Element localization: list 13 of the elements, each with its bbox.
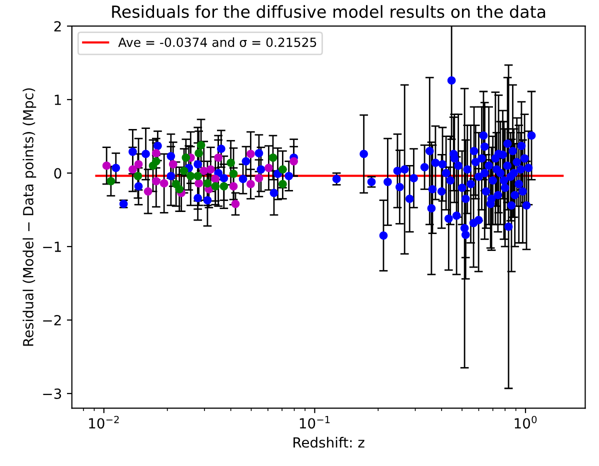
- y-tick-label: 1: [54, 94, 61, 105]
- y-axis-title: Residual (Model − Data points) (Mpc): [22, 88, 36, 346]
- x-axis-title: Redshift: z: [294, 436, 364, 448]
- x-tick-label: 10$^{−1}$: [300, 416, 330, 429]
- y-tick-label: −1: [43, 242, 61, 252]
- y-tick-label: 0: [54, 168, 62, 179]
- y-tick-label: −3: [43, 388, 62, 399]
- y-tick-label: −2: [43, 315, 61, 326]
- legend-label: Ave = -0.0374 and σ = 0.21525: [118, 37, 316, 48]
- y-tick-label: 2: [54, 21, 61, 32]
- x-tick-label: 10$^{−2}$: [89, 416, 119, 429]
- chart-title: Residuals for the diffusive model results on the data: [112, 5, 546, 18]
- x-tick-label: 10$^{0}$: [514, 416, 537, 429]
